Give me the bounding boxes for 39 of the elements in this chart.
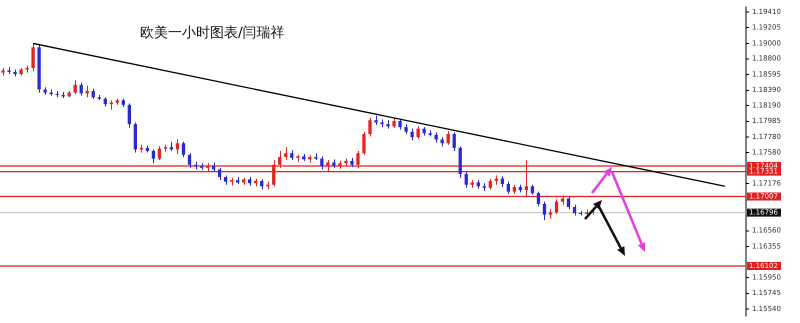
candlestick [488, 178, 492, 190]
candlestick [512, 184, 516, 194]
candlestick [128, 102, 131, 128]
text: 欧美一小时图表/闫瑞祥 [140, 24, 285, 42]
candlestick [506, 181, 510, 194]
candlestick [290, 150, 294, 161]
candlestick [452, 132, 456, 152]
candlestick [368, 117, 372, 137]
candlestick [212, 162, 216, 172]
candlestick [86, 85, 89, 98]
candlestick [410, 128, 414, 141]
candlestick [350, 157, 354, 168]
candlestick [80, 82, 83, 96]
candlestick [566, 196, 570, 210]
candlestick [158, 146, 162, 161]
candlestick [74, 80, 77, 95]
candlestick [182, 141, 186, 158]
candlestick [464, 171, 468, 188]
candlestick [320, 156, 324, 170]
candlestick [170, 141, 174, 152]
candlestick [104, 96, 107, 107]
candlestick [224, 175, 228, 186]
candlestick [284, 146, 288, 161]
candlestick [440, 136, 444, 147]
candlestick [434, 132, 438, 143]
candlestick [188, 152, 192, 168]
candlestick [494, 175, 498, 186]
candlestick [536, 191, 540, 207]
candlestick [392, 117, 396, 128]
candlestick [500, 176, 504, 188]
candlestick [374, 115, 378, 126]
candlestick [362, 131, 366, 156]
candlestick [446, 130, 450, 146]
candlestick [554, 198, 558, 214]
candlestick [416, 126, 420, 140]
candlestick [110, 100, 113, 110]
candlestick [260, 178, 264, 190]
candlestick [92, 88, 95, 100]
candlestick [31, 42, 35, 72]
